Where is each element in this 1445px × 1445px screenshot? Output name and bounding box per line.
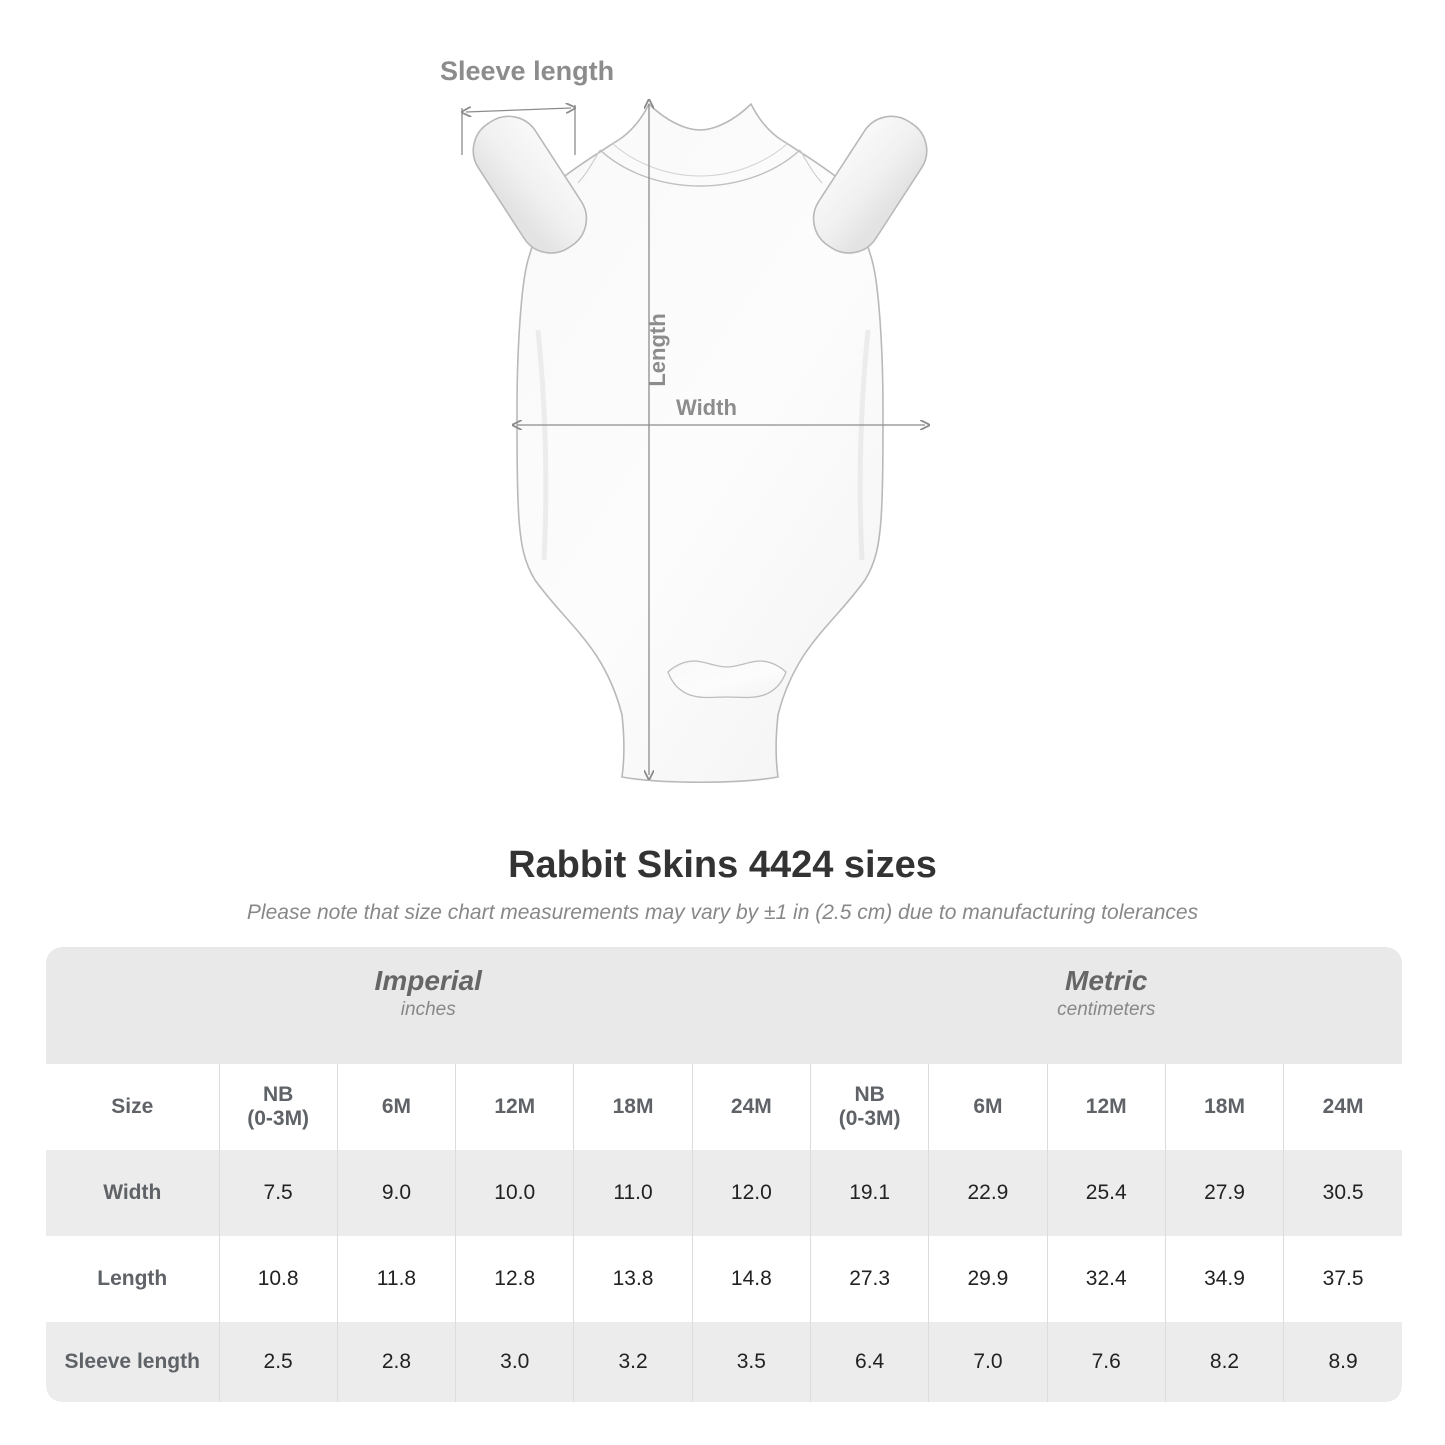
- svg-text:Length: Length: [645, 313, 670, 386]
- svg-text:Sleeve length: Sleeve length: [440, 56, 614, 86]
- svg-text:Width: Width: [676, 395, 737, 420]
